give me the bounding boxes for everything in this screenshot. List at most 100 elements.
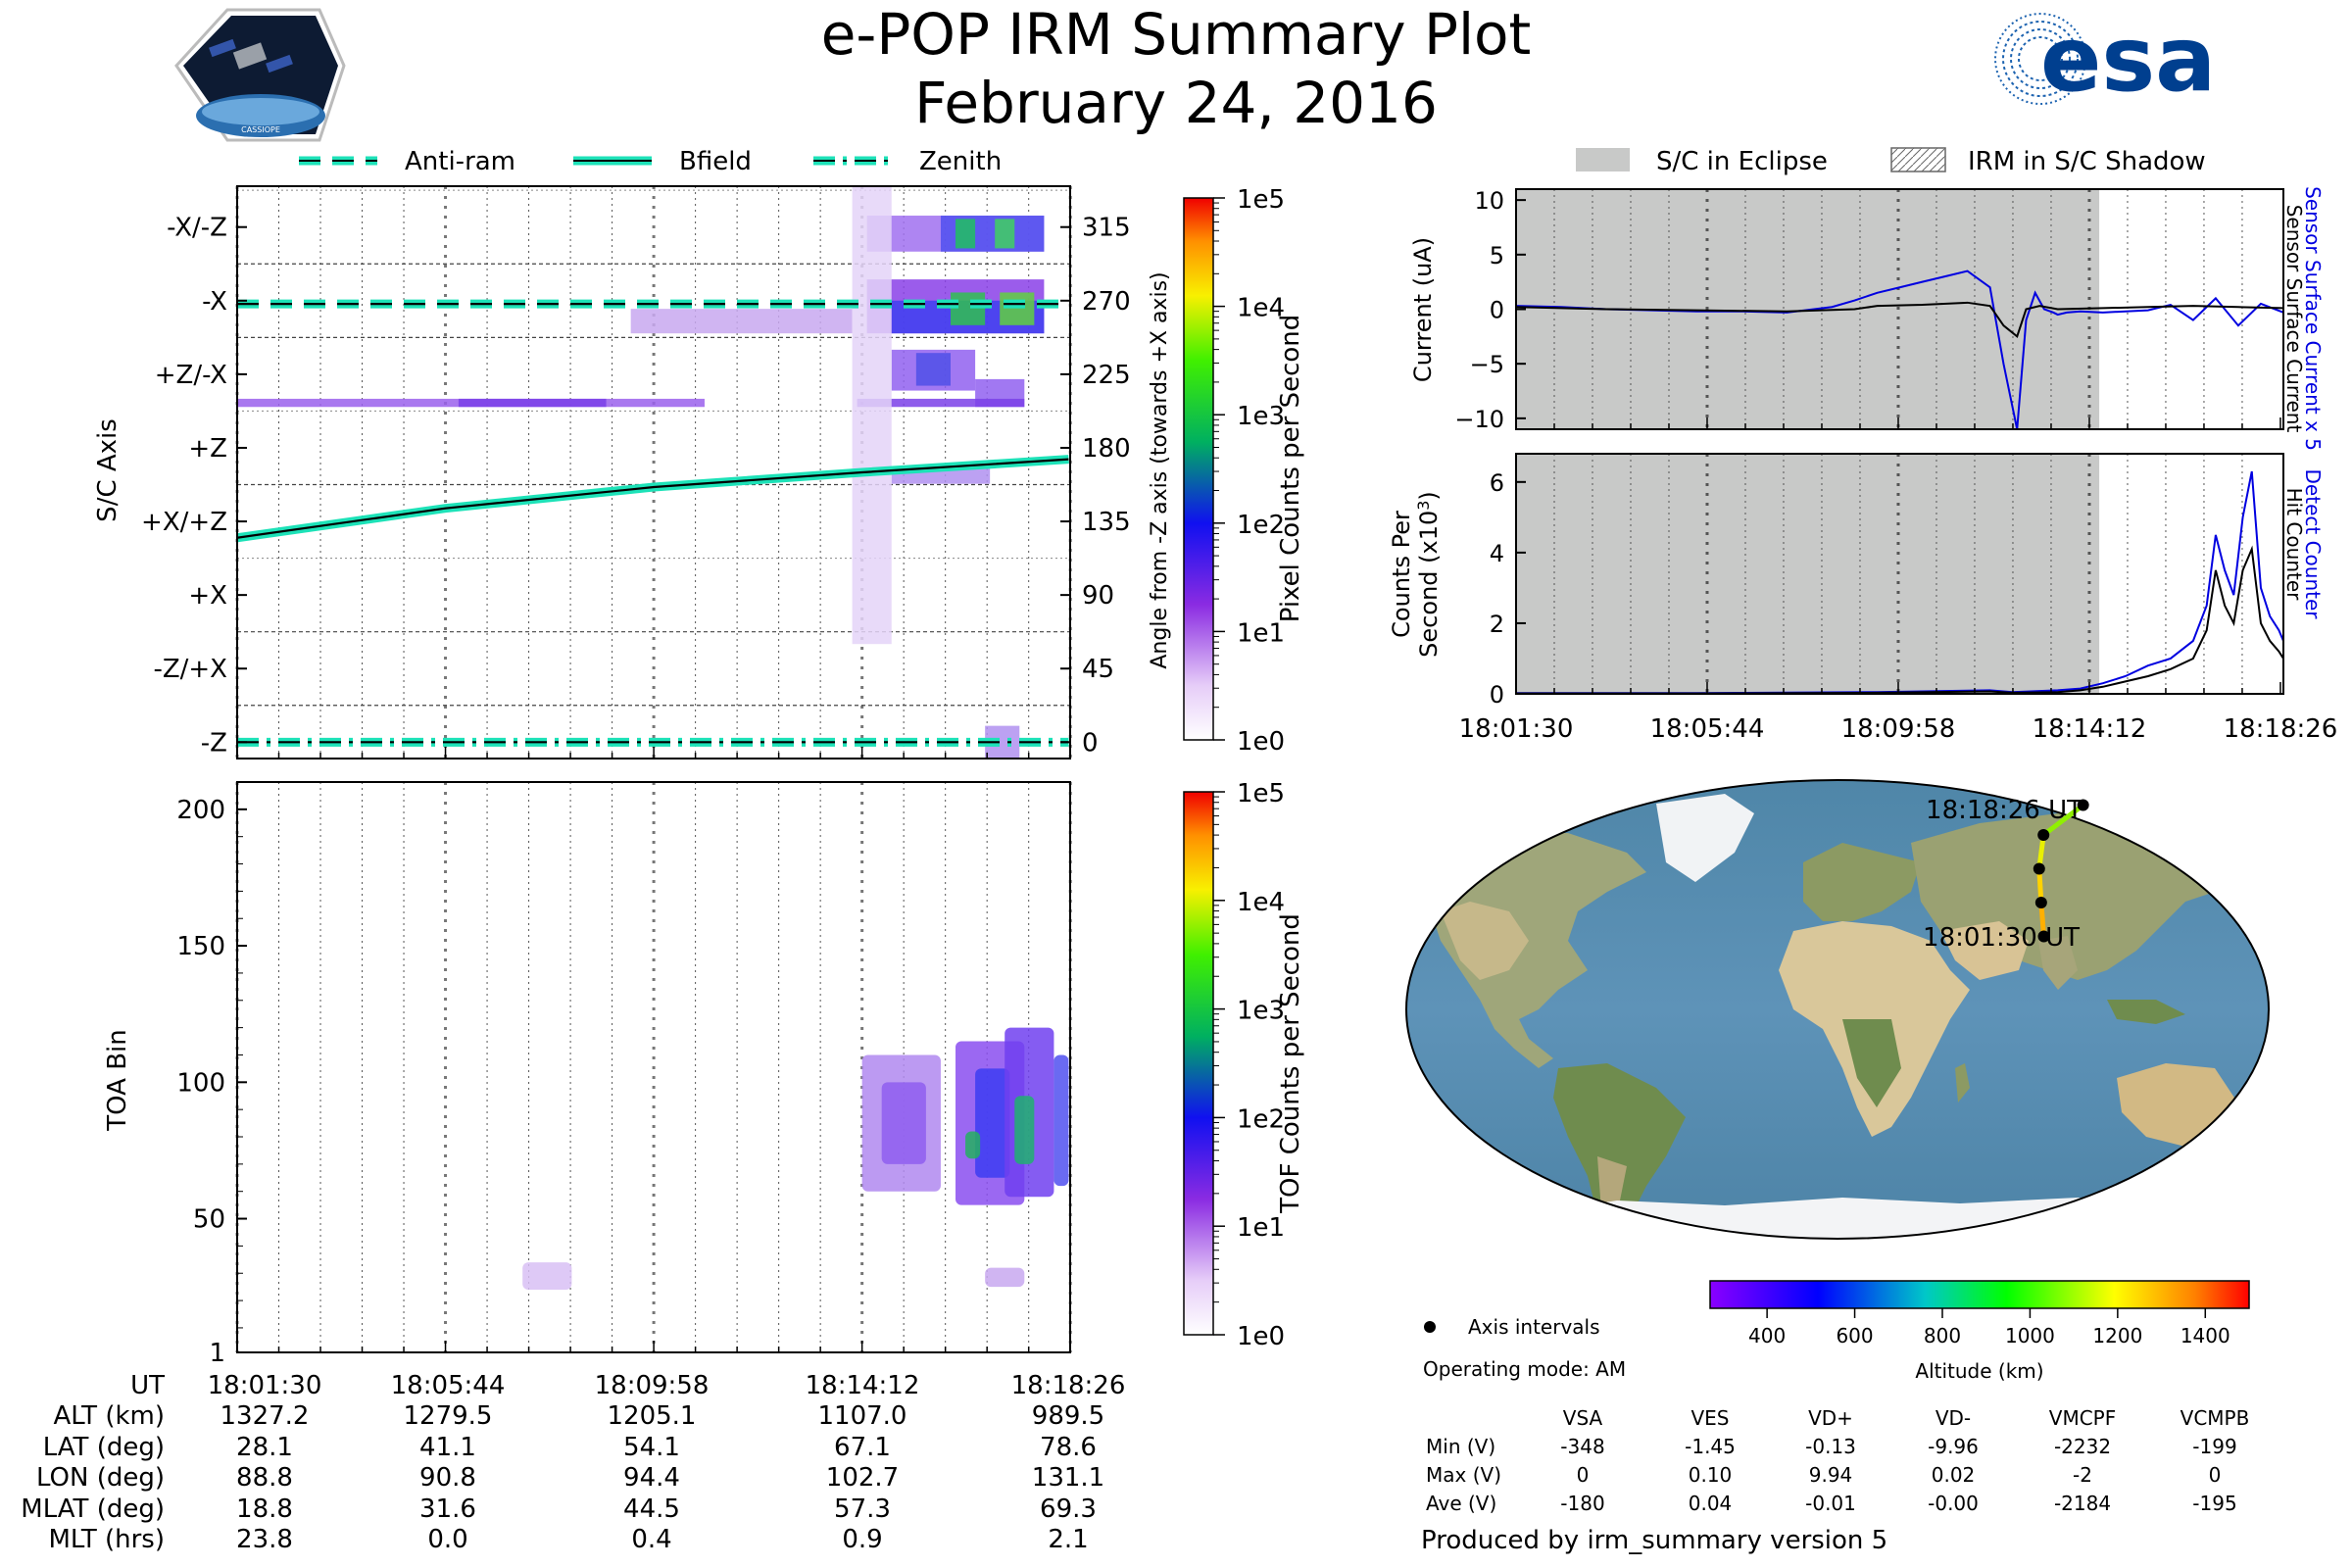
continent-south-america: [1553, 1063, 1686, 1239]
ephemeris-cell: 2.1: [1048, 1525, 1088, 1554]
altitude-colorbar-scale: [1709, 1280, 2250, 1309]
toa-heat: [522, 1027, 1069, 1290]
toa-y-tick-label: 200: [176, 796, 225, 825]
orbit-axis-interval-point: [2033, 862, 2045, 875]
ephemeris-cell: 1327.2: [220, 1401, 310, 1431]
current-grid: [1553, 189, 2243, 429]
sc-axis-heat-cell: [995, 219, 1015, 249]
voltage-cell: 0.04: [1689, 1492, 1733, 1515]
esa-logo-text: esa: [2040, 7, 2216, 112]
sc-axis-ylabel: S/C Axis: [93, 418, 122, 522]
toa-y-tick-label: 150: [176, 932, 225, 961]
sc-axis-heat-cell: [458, 398, 607, 408]
legend-zenith-label: Zenith: [919, 147, 1002, 176]
sc-axis-series: [236, 299, 1069, 747]
toa-ylabel: TOA Bin: [103, 1029, 132, 1131]
counts-x-tick-label: 18:09:58: [1841, 714, 1956, 744]
produced-by: Produced by irm_summary version 5: [1421, 1526, 1887, 1555]
ephemeris-cell: 0.9: [842, 1525, 882, 1554]
ephemeris-cell: 88.8: [236, 1463, 293, 1493]
ephemeris-cell: 78.6: [1040, 1433, 1097, 1462]
ephemeris-cell: 67.1: [834, 1433, 891, 1462]
toa-heat-cell: [965, 1131, 981, 1159]
voltage-cell: -199: [2192, 1435, 2236, 1458]
sc-axis-labels: -X/-Z -X +Z/-X +Z +X/+Z +X -Z/+X -Z: [141, 214, 1071, 759]
map-border: [1405, 779, 2270, 1240]
ephemeris-row-label: LAT (deg): [43, 1433, 165, 1462]
counts-y-tick-label: 2: [1490, 611, 1504, 638]
sc-axis-angle-tick-label: 180: [1082, 434, 1131, 464]
ephemeris-cell: 57.3: [834, 1494, 891, 1524]
current-y-tick-label: 0: [1490, 297, 1504, 324]
axis-intervals-legend: Axis intervals Operating mode: AM: [1423, 1315, 1626, 1381]
eclipse-legend: S/C in Eclipse IRM in S/C Shadow: [1576, 147, 2206, 176]
toa-heat-cell: [1054, 1054, 1069, 1187]
orbit-track: [2033, 799, 2089, 943]
voltage-cell: -195: [2192, 1492, 2236, 1515]
toa-heat-cell: [975, 1068, 1010, 1178]
current-y-tick-label: 5: [1490, 242, 1504, 270]
ephemeris-cell: 131.1: [1032, 1463, 1104, 1493]
ephemeris-cell: 28.1: [236, 1433, 293, 1462]
colorbar-tick-label: 1e5: [1237, 779, 1285, 808]
toa-heat-cell: [881, 1082, 926, 1164]
voltage-header: VSA: [1563, 1406, 1603, 1430]
voltage-cell: -0.13: [1805, 1435, 1856, 1458]
sc-axis-heat-cell: [1000, 292, 1035, 325]
counts-y-tick-label: 4: [1490, 540, 1504, 567]
sc-axis-heat-cell: [956, 219, 976, 249]
colorbar-tick-label: 1e2: [1237, 511, 1285, 540]
tof-colorbar: 1e0 1e1 1e2 1e3 1e4 1e5 TOF Counts per Second: [1183, 779, 1305, 1351]
altitude-colorbar-tick-label: 800: [1924, 1324, 1961, 1348]
ephemeris-cell: 44.5: [623, 1494, 680, 1524]
voltage-cell: -1.45: [1685, 1435, 1736, 1458]
current-ylabel: Current (uA): [1409, 237, 1437, 382]
page-title: e-POP IRM Summary Plot: [821, 1, 1532, 68]
colorbar-tick-label: 1e3: [1237, 997, 1285, 1026]
pixel-colorbar: 1e0 1e1 1e2 1e3 1e4 1e5 Pixel Counts per Seco…: [1183, 185, 1305, 757]
sc-axis-label: -X/-Z: [167, 214, 227, 243]
sc-axis-angle-tick-label: 315: [1082, 214, 1131, 243]
voltage-header: VCMPB: [2180, 1406, 2250, 1430]
counts-right-label-1: Detect Counter: [2301, 469, 2325, 620]
colorbar-tick-label: 1e4: [1237, 294, 1285, 323]
sc-axis-angle-tick-label: 225: [1082, 361, 1131, 390]
voltage-header: VMCPF: [2049, 1406, 2116, 1430]
counts-eclipse: [1516, 454, 2100, 694]
voltage-header: VES: [1690, 1406, 1729, 1430]
ephemeris-cell: 54.1: [623, 1433, 680, 1462]
voltage-cell: 0: [2209, 1463, 2222, 1487]
toa-y-tick-label: 50: [193, 1205, 225, 1235]
tof-colorbar-ticks: 1e0 1e1 1e2 1e3 1e4 1e5: [1213, 779, 1285, 1351]
altitude-colorbar-ticks: 400 600 800 1000 1200 1400: [1748, 1308, 2230, 1348]
counts-x-tick-label: 18:01:30: [1459, 714, 1574, 744]
ephemeris-cell: 23.8: [236, 1525, 293, 1554]
ephemeris-cell: 1205.1: [608, 1401, 697, 1431]
sc-axis-angle-label: Angle from -Z axis (towards +X axis): [1148, 271, 1172, 668]
ephemeris-row-label: LON (deg): [36, 1463, 165, 1493]
voltage-header: VD-: [1936, 1406, 1971, 1430]
ephemeris-cell: 18:18:26: [1011, 1371, 1126, 1400]
toa-y-tick-label: 100: [176, 1068, 225, 1098]
altitude-colorbar: 400 600 800 1000 1200 1400 Altitude (km): [1709, 1280, 2250, 1383]
counts-x-tick-label: 18:14:12: [2033, 714, 2147, 744]
sc-axis-heat-cell: [852, 186, 892, 645]
toa-y-tick-label: 1: [209, 1339, 225, 1368]
voltage-cell: -2: [2073, 1463, 2092, 1487]
ephemeris-row-label: ALT (km): [53, 1401, 165, 1431]
counts-grid: [1553, 454, 2243, 694]
pixel-colorbar-label: Pixel Counts per Second: [1276, 315, 1305, 623]
colorbar-tick-label: 1e2: [1237, 1104, 1285, 1134]
ephemeris-cell: 18.8: [236, 1494, 293, 1524]
voltage-cell: -0.01: [1805, 1492, 1856, 1515]
sc-axis-heat-cell: [915, 353, 951, 386]
ephemeris-cell: 18:05:44: [391, 1371, 506, 1400]
ephemeris-cell: 69.3: [1040, 1494, 1097, 1524]
counts-x-tick-label: 18:05:44: [1650, 714, 1765, 744]
sc-axis-angle-tick-label: 0: [1082, 728, 1099, 758]
counts-x-tick-label: 18:18:26: [2224, 714, 2338, 744]
legend-bfield-label: Bfield: [679, 147, 752, 176]
esa-logo: esa: [1994, 7, 2216, 112]
sc-axis-label: +X/+Z: [141, 508, 227, 537]
legend-eclipse-label: S/C in Eclipse: [1656, 147, 1828, 176]
